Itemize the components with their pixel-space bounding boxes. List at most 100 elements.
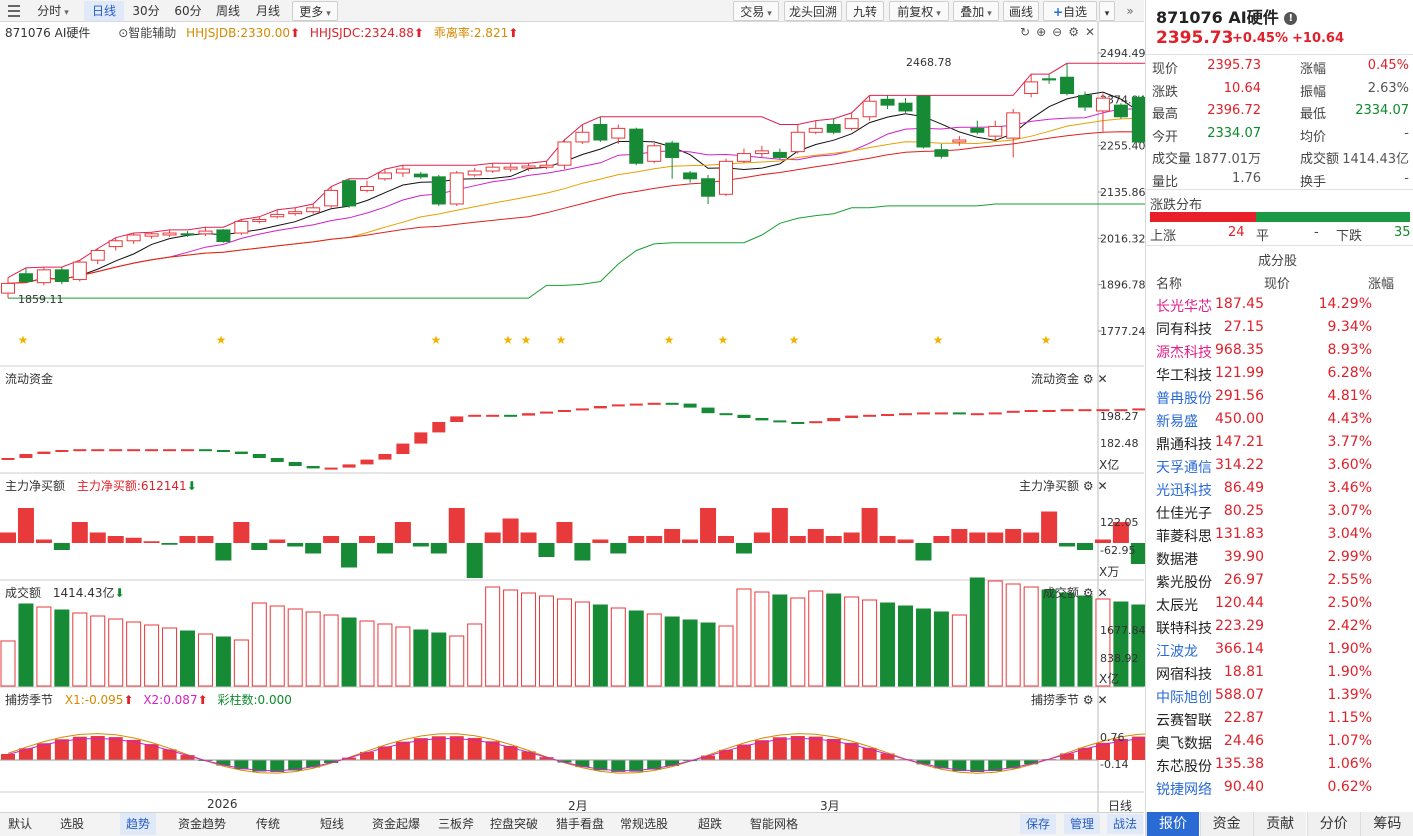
flow-bar (1114, 409, 1128, 412)
strategy-tab-7[interactable]: 三板斧 (438, 817, 475, 831)
strategy-tab-5[interactable]: 短线 (320, 817, 345, 831)
season-bar (72, 736, 87, 760)
component-row[interactable]: 源杰科技 968.35 8.93% (1146, 339, 1413, 362)
watchlist-dropdown[interactable]: ▾ (1099, 1, 1115, 21)
vol-panel-header: 成交额 1414.43亿⬇ (5, 584, 125, 601)
bottom-action-2[interactable]: 战法 (1107, 814, 1143, 834)
leader-backtrack-button[interactable]: 龙头回溯 (784, 1, 842, 21)
candle-body (18, 273, 33, 282)
period-tab-month[interactable]: 月线 (250, 1, 286, 21)
bottom-action-1[interactable]: 管理 (1064, 814, 1100, 834)
settings-icon[interactable]: ⚙ (1068, 25, 1085, 39)
component-row[interactable]: 长光华芯 187.45 14.29% (1146, 293, 1413, 316)
component-row[interactable]: 光迅科技 86.49 3.46% (1146, 477, 1413, 500)
volume-bar (377, 623, 393, 687)
season-bar (377, 746, 392, 760)
up-label: 上涨 (1150, 229, 1177, 244)
strategy-tab-9[interactable]: 猎手看盘 (556, 817, 605, 831)
component-row[interactable]: 普冉股份 291.56 4.81% (1146, 385, 1413, 408)
component-row[interactable]: 江波龙 366.14 1.90% (1146, 638, 1413, 661)
component-row[interactable]: 奥飞数据 24.46 1.07% (1146, 730, 1413, 753)
period-tab-60m[interactable]: 60分 (170, 1, 206, 21)
component-row[interactable]: 锐捷网络 90.40 0.62% (1146, 776, 1413, 799)
net-axis-label: 122.05 (1100, 516, 1139, 529)
settings-icon[interactable]: ⚙ (1082, 586, 1094, 600)
close-icon[interactable]: ✕ (1097, 372, 1108, 386)
candle-body (808, 127, 823, 133)
strategy-tab-1[interactable]: 选股 (60, 817, 85, 831)
right-tab-3[interactable]: 分价 (1306, 812, 1360, 836)
period-more-dropdown[interactable]: 更多 (292, 1, 338, 21)
right-tab-1[interactable]: 资金 (1199, 812, 1253, 836)
adjust-dropdown[interactable]: 前复权 (889, 1, 949, 21)
period-tab-day[interactable]: 日线 (84, 1, 124, 21)
settings-icon[interactable]: ⚙ (1082, 693, 1094, 707)
component-row[interactable]: 鼎通科技 147.21 3.77% (1146, 431, 1413, 454)
flow-bar (899, 413, 912, 416)
zoom-out-icon[interactable]: ⊖ (1052, 25, 1069, 39)
component-row[interactable]: 仕佳光子 80.25 3.07% (1146, 500, 1413, 523)
right-tab-4[interactable]: 筹码 (1360, 812, 1413, 836)
strategy-tab-3[interactable]: 资金趋势 (178, 817, 227, 831)
quote-value: 2396.72 (1207, 103, 1261, 118)
col-header-pct[interactable]: 涨幅 (1368, 277, 1395, 292)
component-row[interactable]: 中际旭创 588.07 1.39% (1146, 684, 1413, 707)
component-row[interactable]: 东芯股份 135.38 1.06% (1146, 753, 1413, 776)
period-tab-30m[interactable]: 30分 (128, 1, 164, 21)
zoom-in-icon[interactable]: ⊕ (1036, 25, 1053, 39)
collapse-panel-button[interactable]: » (1122, 1, 1138, 21)
component-row[interactable]: 云赛智联 22.87 1.15% (1146, 707, 1413, 730)
component-name: 普冉股份 (1156, 391, 1212, 407)
nine-turn-button[interactable]: 九转 (846, 1, 884, 21)
strategy-tab-4[interactable]: 传统 (256, 817, 281, 831)
settings-icon[interactable]: ⚙ (1082, 372, 1094, 386)
strategy-tab-11[interactable]: 超跌 (698, 817, 723, 831)
component-row[interactable]: 同有科技 27.15 9.34% (1146, 316, 1413, 339)
component-row[interactable]: 联特科技 223.29 2.42% (1146, 615, 1413, 638)
component-row[interactable]: 网宿科技 18.81 1.90% (1146, 661, 1413, 684)
strategy-tab-2[interactable]: 趋势 (120, 813, 157, 835)
component-row[interactable]: 华工科技 121.99 6.28% (1146, 362, 1413, 385)
overlay-dropdown[interactable]: 叠加 (953, 1, 999, 21)
smart-assist-toggle[interactable]: ⊙智能辅助 (118, 26, 177, 40)
settings-icon[interactable]: ⚙ (1082, 479, 1094, 493)
volume-bar (395, 626, 411, 687)
add-watchlist-button[interactable]: +自选 (1043, 1, 1097, 21)
close-icon[interactable]: ✕ (1097, 586, 1108, 600)
bottom-action-0[interactable]: 保存 (1020, 814, 1056, 834)
strategy-tab-12[interactable]: 智能网格 (750, 817, 799, 831)
flow-bar (55, 450, 69, 452)
component-row[interactable]: 数据港 39.90 2.99% (1146, 546, 1413, 569)
flow-bar (181, 449, 194, 452)
close-icon[interactable]: ✕ (1097, 693, 1108, 707)
candle-body (1060, 76, 1075, 94)
col-header-name[interactable]: 名称 (1156, 277, 1183, 292)
close-icon[interactable]: ✕ (1084, 25, 1102, 39)
season-bar (306, 760, 321, 768)
strategy-tab-0[interactable]: 默认 (8, 817, 33, 831)
menu-icon[interactable] (8, 5, 20, 17)
component-row[interactable]: 新易盛 450.00 4.43% (1146, 408, 1413, 431)
strategy-tab-10[interactable]: 常规选股 (620, 817, 669, 831)
component-row[interactable]: 菲菱科思 131.83 3.04% (1146, 523, 1413, 546)
right-tab-0[interactable]: 报价 (1146, 812, 1199, 836)
right-tab-2[interactable]: 贡献 (1253, 812, 1307, 836)
strategy-tab-6[interactable]: 资金起爆 (372, 817, 421, 831)
component-row[interactable]: 天孚通信 314.22 3.60% (1146, 454, 1413, 477)
candle-body (252, 218, 267, 222)
info-icon[interactable]: ! (1284, 12, 1298, 25)
net-buy-bar (610, 543, 627, 554)
component-price: 450.00 (1215, 411, 1264, 427)
component-row[interactable]: 太辰光 120.44 2.50% (1146, 592, 1413, 615)
period-tab-fenshi[interactable]: 分时 (30, 1, 76, 21)
component-row[interactable]: 紫光股份 26.97 2.55% (1146, 569, 1413, 592)
refresh-icon[interactable]: ↻ (1020, 25, 1037, 39)
trade-button[interactable]: 交易 (733, 1, 779, 21)
close-icon[interactable]: ✕ (1097, 479, 1108, 493)
strategy-tab-8[interactable]: 控盘突破 (490, 817, 539, 831)
col-header-price[interactable]: 现价 (1264, 277, 1291, 292)
period-tab-week[interactable]: 周线 (210, 1, 246, 21)
season-bar (342, 757, 357, 760)
draw-line-button[interactable]: 画线 (1003, 1, 1039, 21)
